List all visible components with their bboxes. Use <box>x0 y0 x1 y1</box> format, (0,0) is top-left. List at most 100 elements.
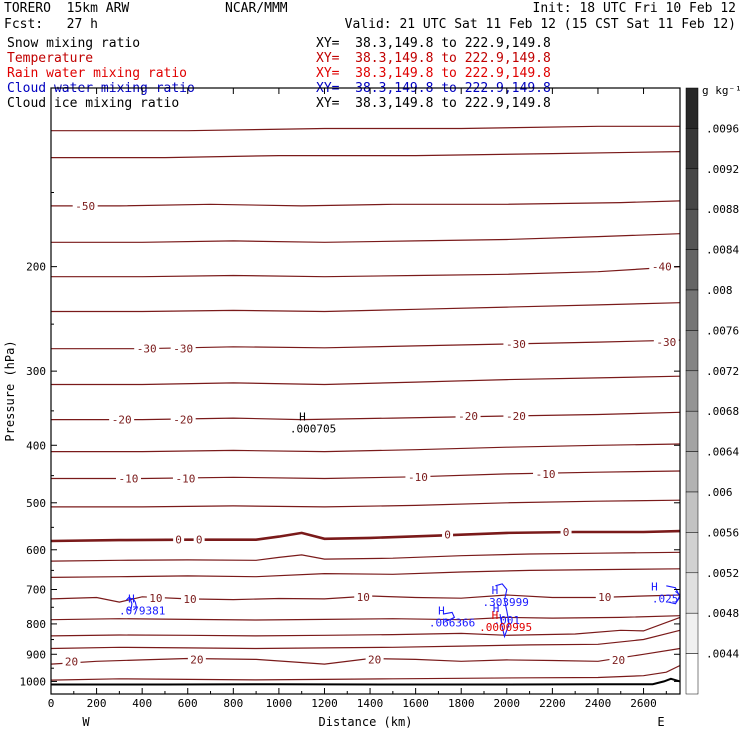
x-tick-label: 0 <box>48 697 55 710</box>
field-name-cloud-ice: Cloud ice mixing ratio <box>7 96 180 111</box>
x-tick-label: 2600 <box>630 697 657 710</box>
isotherm-label: 0 <box>563 526 570 539</box>
field-name-rain: Rain water mixing ratio <box>7 66 188 81</box>
y-tick-label: 400 <box>26 439 46 452</box>
x-tick-label: 1000 <box>266 697 293 710</box>
isotherm-label: -20 <box>506 410 526 423</box>
isotherm-label-bg <box>560 525 572 537</box>
terrain-line <box>51 677 681 686</box>
isotherm-label: 0 <box>196 534 203 547</box>
isotherm-label: 10 <box>598 591 611 604</box>
isotherm-label: -30 <box>656 336 676 349</box>
isotherm-label-bg <box>503 337 529 349</box>
maximum-marks: H.079381 H.066366H.303999H.001H.025H.0000… <box>119 411 678 634</box>
colorbar-label: .0072 <box>706 365 739 378</box>
isotherm-label: -20 <box>458 410 478 423</box>
isotherm-label: -20 <box>173 414 193 427</box>
valid-time: Valid: 21 UTC Sat 11 Feb 12 (15 CST Sat … <box>344 17 736 32</box>
terrain-surface <box>51 677 681 686</box>
isotherm-line <box>51 443 681 453</box>
isotherm-label-bg <box>146 591 165 603</box>
isotherm-label: 0 <box>444 529 451 542</box>
isotherm-line <box>50 629 681 650</box>
isotherm-line <box>50 647 681 665</box>
max-symbol: H <box>438 604 445 617</box>
colorbar-label: .0044 <box>706 648 739 661</box>
plot-frame <box>50 87 681 695</box>
isotherm-label-bg <box>193 533 205 545</box>
isotherm-label: -10 <box>176 472 196 485</box>
x-axis-west-label: W <box>82 715 90 729</box>
cloud-water-contour <box>442 611 456 622</box>
colorbar-swatch <box>685 370 699 412</box>
isotherm-label-bg <box>134 342 160 354</box>
colorbar-swatch <box>685 289 699 331</box>
x-tick-label: 2400 <box>585 697 612 710</box>
isotherm-line <box>51 200 681 207</box>
colorbar-label: .006 <box>706 486 733 499</box>
colorbar-label: .0048 <box>706 607 739 620</box>
field-name-cloud-water: Cloud water mixing ratio <box>7 81 195 96</box>
isotherm-label: -10 <box>408 471 428 484</box>
isotherm-label: -10 <box>536 468 556 481</box>
max-value: .079381 <box>119 605 165 618</box>
colorbar-label: .0056 <box>706 526 739 539</box>
isotherm-line <box>51 125 680 132</box>
colorbar-swatch <box>685 572 699 614</box>
isotherm-label: 10 <box>183 593 196 606</box>
isotherm-line <box>50 616 681 637</box>
isotherm-label-bg <box>595 590 614 602</box>
x-tick-label: 1400 <box>357 697 384 710</box>
x-tick-label: 600 <box>178 697 198 710</box>
x-tick-label: 1800 <box>448 697 475 710</box>
isotherm-label-bg <box>115 472 141 484</box>
model-title: TORERO 15km ARW <box>4 1 130 16</box>
field-name-temperature: Temperature <box>7 51 94 66</box>
center-label: NCAR/MMM <box>225 1 288 16</box>
y-tick-label: 300 <box>26 365 46 378</box>
header: TORERO 15km ARW NCAR/MMM Init: 18 UTC Fr… <box>0 0 740 112</box>
max-symbol: H <box>492 609 499 622</box>
colorbar-label: .0096 <box>706 122 739 135</box>
isotherm-line <box>50 529 681 543</box>
max-value: .000705 <box>290 423 336 436</box>
isotherm-label-bg <box>354 590 373 602</box>
y-tick-label: 700 <box>26 584 46 597</box>
isotherm-lines <box>50 125 681 681</box>
max-value: .025 <box>652 593 679 606</box>
x-tick-label: 2000 <box>494 697 521 710</box>
y-tick-label: 200 <box>26 261 46 274</box>
isotherm-line <box>50 615 681 621</box>
isotherm-label-bg <box>609 653 628 665</box>
isotherm-label-bg <box>187 653 206 665</box>
colorbar-swatch <box>685 491 699 533</box>
isotherm-label: 10 <box>357 591 370 604</box>
isotherm-label: -30 <box>173 343 193 356</box>
x-tick-label: 1600 <box>402 697 429 710</box>
max-value: .001 <box>494 614 521 627</box>
colorbar-label: .0076 <box>706 324 739 337</box>
max-symbol: H <box>651 581 658 594</box>
y-tick-label: 1000 <box>20 675 47 688</box>
isotherm-label-bg <box>503 409 529 421</box>
isotherm-line <box>51 233 681 243</box>
isotherm-label-bg <box>181 592 200 604</box>
isotherm-label: -20 <box>112 414 132 427</box>
colorbar-swatch <box>685 532 699 574</box>
colorbar-swatch <box>685 451 699 493</box>
isotherm-label-bg <box>173 533 185 545</box>
isotherm-label: 20 <box>368 653 381 666</box>
isotherm-line <box>50 568 681 578</box>
isotherm-label: 20 <box>65 655 78 668</box>
colorbar-label: .0092 <box>706 163 739 176</box>
colorbar-swatch <box>685 330 699 372</box>
max-symbol: H <box>299 411 306 424</box>
isotherm-line <box>51 411 681 421</box>
isotherm-label-bg <box>62 655 81 667</box>
isotherm-label-bg <box>172 472 198 484</box>
x-tick-label: 800 <box>223 697 243 710</box>
isotherm-label: -40 <box>652 261 672 274</box>
y-tick-label: 500 <box>26 497 46 510</box>
